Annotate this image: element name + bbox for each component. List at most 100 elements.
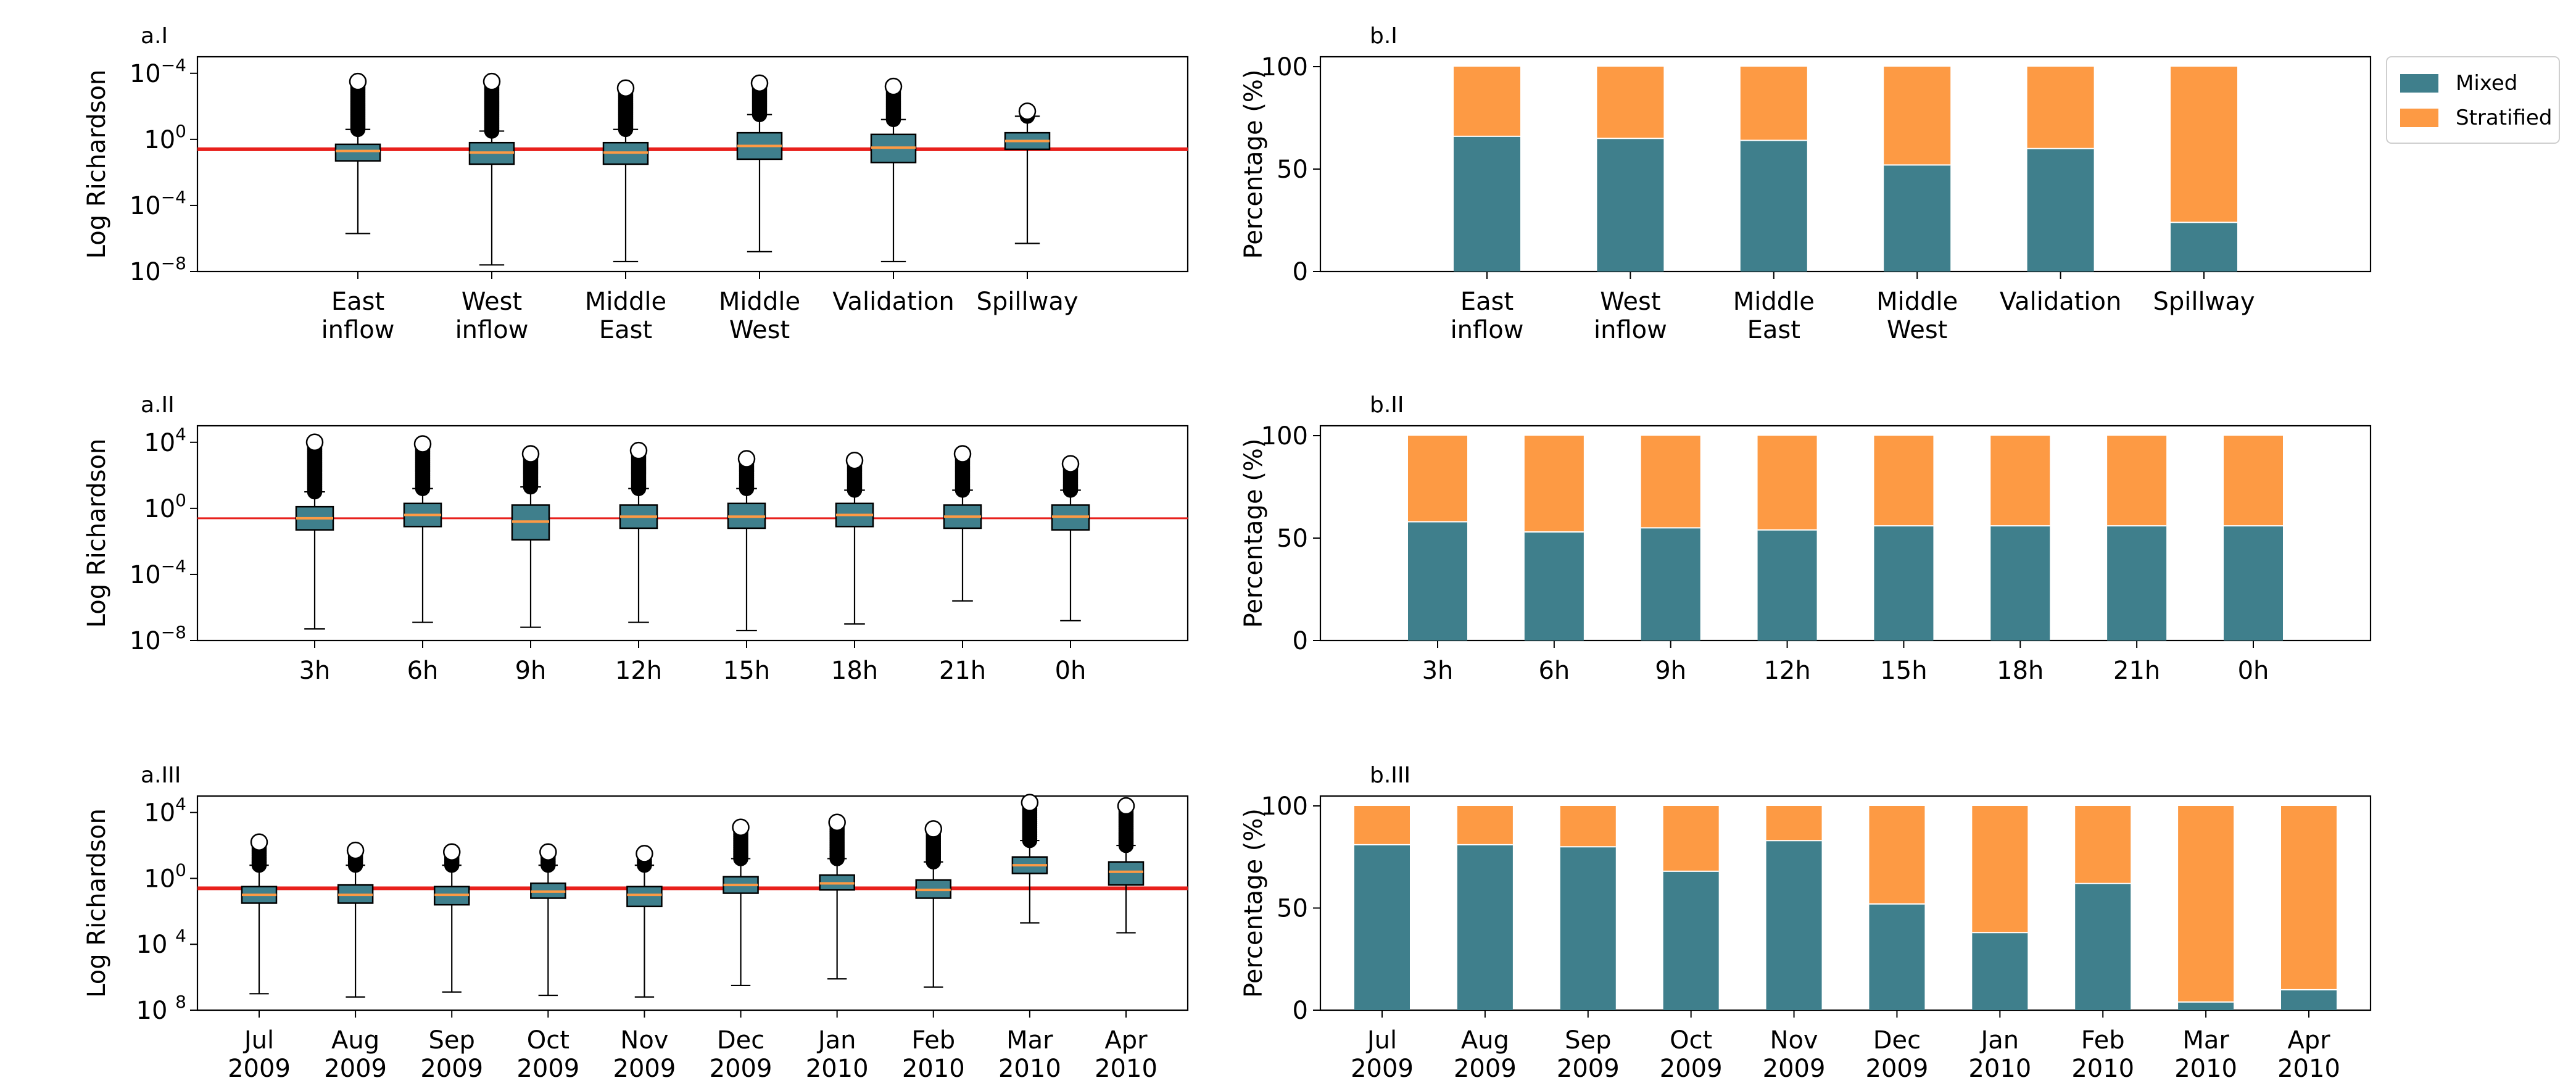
x-tick-label: Feb [911,1026,955,1055]
x-tick-label: Middle [719,288,800,316]
x-tick-label: Middle [1876,288,1958,316]
outlier-max [349,72,367,91]
box-7 [915,820,952,988]
x-tick-label: 0h [1055,657,1087,685]
bar-stratified [2171,67,2237,223]
y-tick-label: 100 [1261,792,1308,821]
outlier-max [828,813,846,831]
x-tick-label: 2010 [2071,1055,2134,1083]
legend-swatch-mixed [2400,74,2438,93]
y-tick-label: 10−8 [130,622,186,655]
bar-mixed [1524,532,1584,641]
x-tick-label: Apr [2287,1026,2330,1055]
x-tick-label: Aug [331,1026,379,1055]
x-tick-label: Jul [242,1026,274,1055]
bar-stratified [2075,806,2131,884]
box-3 [619,441,658,623]
bar-stratified [2027,67,2094,149]
bar-stratified [1869,806,1925,904]
x-tick-label: Jul [1365,1026,1397,1055]
outlier-max [305,433,324,452]
panel-label: b.II [1370,392,1404,418]
outlier-max [413,435,432,453]
y-axis-label: Log Richardson [83,439,111,628]
y-tick-label: 10−4 [130,556,186,589]
x-tick-label: West [1887,316,1947,344]
box-3 [530,843,566,997]
y-tick-label: 10 8 [136,992,186,1025]
bar-mixed [2075,883,2131,1010]
x-tick-label: 2009 [1351,1055,1414,1083]
box-9 [1108,797,1145,934]
box-5 [1004,102,1051,244]
y-tick-label: 50 [1277,156,1308,184]
bar-mixed [2224,526,2283,641]
bar-mixed [1884,165,1951,272]
x-tick-label: 3h [1422,657,1454,685]
box-6 [943,445,982,602]
bar-stratified [1454,67,1520,136]
x-tick-label: Apr [1104,1026,1148,1055]
box-6 [819,813,855,980]
x-tick-label: inflow [1451,316,1524,344]
x-tick-label: 2010 [998,1055,1061,1083]
x-tick-label: 2010 [2174,1055,2237,1083]
iqr-box [334,143,381,162]
outlier-max [629,441,648,460]
y-tick-label: 104 [144,794,186,828]
legend-label: Mixed [2456,71,2517,96]
bar-stratified [1766,806,1822,841]
outlier-max [845,451,864,470]
y-tick-label: 10 4 [136,926,186,959]
y-tick-label: 50 [1277,895,1308,923]
x-tick-label: Jan [1979,1026,2019,1055]
x-tick-label: Sep [429,1026,475,1055]
bar-mixed [2107,526,2167,641]
plot-frame [1319,56,2372,273]
x-tick-label: East [1747,316,1800,344]
bar-mixed [2171,222,2237,272]
box-0 [295,433,334,630]
outlier-max [1117,797,1135,815]
y-tick-label: 10−4 [130,55,186,88]
plot-frame [196,425,1189,642]
y-tick-label: 104 [144,424,186,457]
iqr-box [626,886,663,908]
x-tick-label: Middle [585,288,666,316]
outlier-max [1061,455,1080,473]
x-tick-label: 2009 [516,1055,579,1083]
bar-mixed [2178,1002,2234,1010]
box-2 [602,79,649,263]
box-8 [1011,794,1048,924]
bar-stratified [2224,436,2283,526]
bar-mixed [2027,148,2094,272]
bar-mixed [1457,844,1513,1010]
bar-stratified [2281,806,2337,990]
outlier-max [250,833,268,851]
y-tick-label: 100 [1261,53,1308,81]
box-1 [403,435,442,623]
x-tick-label: 6h [1538,657,1570,685]
y-tick-label: 100 [144,860,186,893]
box-4 [626,845,663,998]
x-tick-label: 0h [2238,657,2269,685]
boxplot-a1: 10−4 100 10−4 10−8 a.I Log Richardson [83,23,1189,286]
x-tick-label: 2009 [420,1055,483,1083]
x-tick-label: Mar [1006,1026,1053,1055]
x-tick-label: 15h [1880,657,1927,685]
box-3 [736,74,783,252]
x-tick-label: 2010 [806,1055,869,1083]
x-tick-label: inflow [1594,316,1667,344]
bar-mixed [1740,140,1807,272]
y-tick-label: 100 [144,121,186,154]
box-0 [334,72,381,234]
x-tick-label: inflow [455,316,529,344]
bar-stratified [2107,436,2167,526]
bar-stratified [1990,436,2050,526]
bar-stratified [1408,436,1467,522]
x-tick-label: West [729,316,790,344]
bar-stratified [1524,436,1584,533]
bar-stratified [1560,806,1616,847]
x-tick-label: Mar [2182,1026,2229,1055]
x-tick-label: 18h [831,657,878,685]
